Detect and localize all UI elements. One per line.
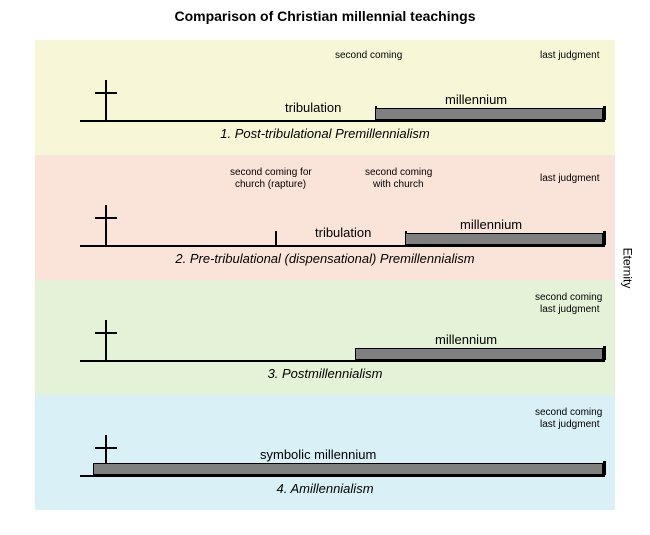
event-tick: [275, 231, 277, 245]
panel-p2: second coming forchurch (rapture) second …: [35, 155, 615, 280]
end-tick: [603, 106, 606, 120]
panel-caption: 2. Pre-tribulational (dispensational) Pr…: [35, 251, 615, 266]
panel-caption: 1. Post-tribulational Premillennialism: [35, 126, 615, 141]
cross-arm: [95, 332, 117, 334]
cross-arm: [95, 447, 117, 449]
panel-p3: second cominglast judgment millennium 3. P…: [35, 280, 615, 395]
cross-arm: [95, 217, 117, 219]
event-label: second coming for: [230, 167, 312, 178]
millennium-bar: [93, 463, 603, 475]
timeline: [80, 120, 605, 122]
panel-p4: second cominglast judgment symbolic mille…: [35, 395, 615, 510]
right-axis-label: Eternity: [621, 247, 635, 288]
event-label: tribulation: [315, 225, 371, 240]
chart-title: Comparison of Christian millennial teach…: [0, 8, 650, 24]
millennium-bar: [375, 108, 603, 120]
millennium-bar: [355, 348, 603, 360]
end-tick: [603, 346, 606, 360]
diagram-stage: Comparison of Christian millennial teach…: [0, 0, 650, 535]
event-label: symbolic millennium: [260, 447, 376, 462]
end-tick: [603, 461, 606, 475]
event-label: church (rapture): [235, 179, 306, 190]
end-tick: [603, 231, 606, 245]
panel-caption: 4. Amillennialism: [35, 481, 615, 496]
event-label: millennium: [460, 217, 522, 232]
panel-caption: 3. Postmillennialism: [35, 366, 615, 381]
millennium-bar: [405, 233, 603, 245]
cross-icon: [105, 320, 107, 360]
event-label: millennium: [445, 92, 507, 107]
timeline: [80, 360, 605, 362]
event-label: with church: [373, 179, 424, 190]
cross-arm: [95, 92, 117, 94]
timeline: [80, 475, 605, 477]
event-label: tribulation: [285, 100, 341, 115]
timeline: [80, 245, 605, 247]
panel-p1: second coming last judgment tribulation mil…: [35, 40, 615, 155]
event-label: second coming: [365, 167, 432, 178]
event-label: last judgment: [540, 173, 599, 184]
event-label: second coming: [535, 407, 602, 418]
event-label: millennium: [435, 332, 497, 347]
cross-icon: [105, 80, 107, 120]
event-label: last judgment: [540, 50, 599, 61]
event-label: second coming: [335, 50, 402, 61]
event-label: second coming: [535, 292, 602, 303]
event-label: last judgment: [540, 304, 599, 315]
cross-icon: [105, 205, 107, 245]
event-label: last judgment: [540, 419, 599, 430]
